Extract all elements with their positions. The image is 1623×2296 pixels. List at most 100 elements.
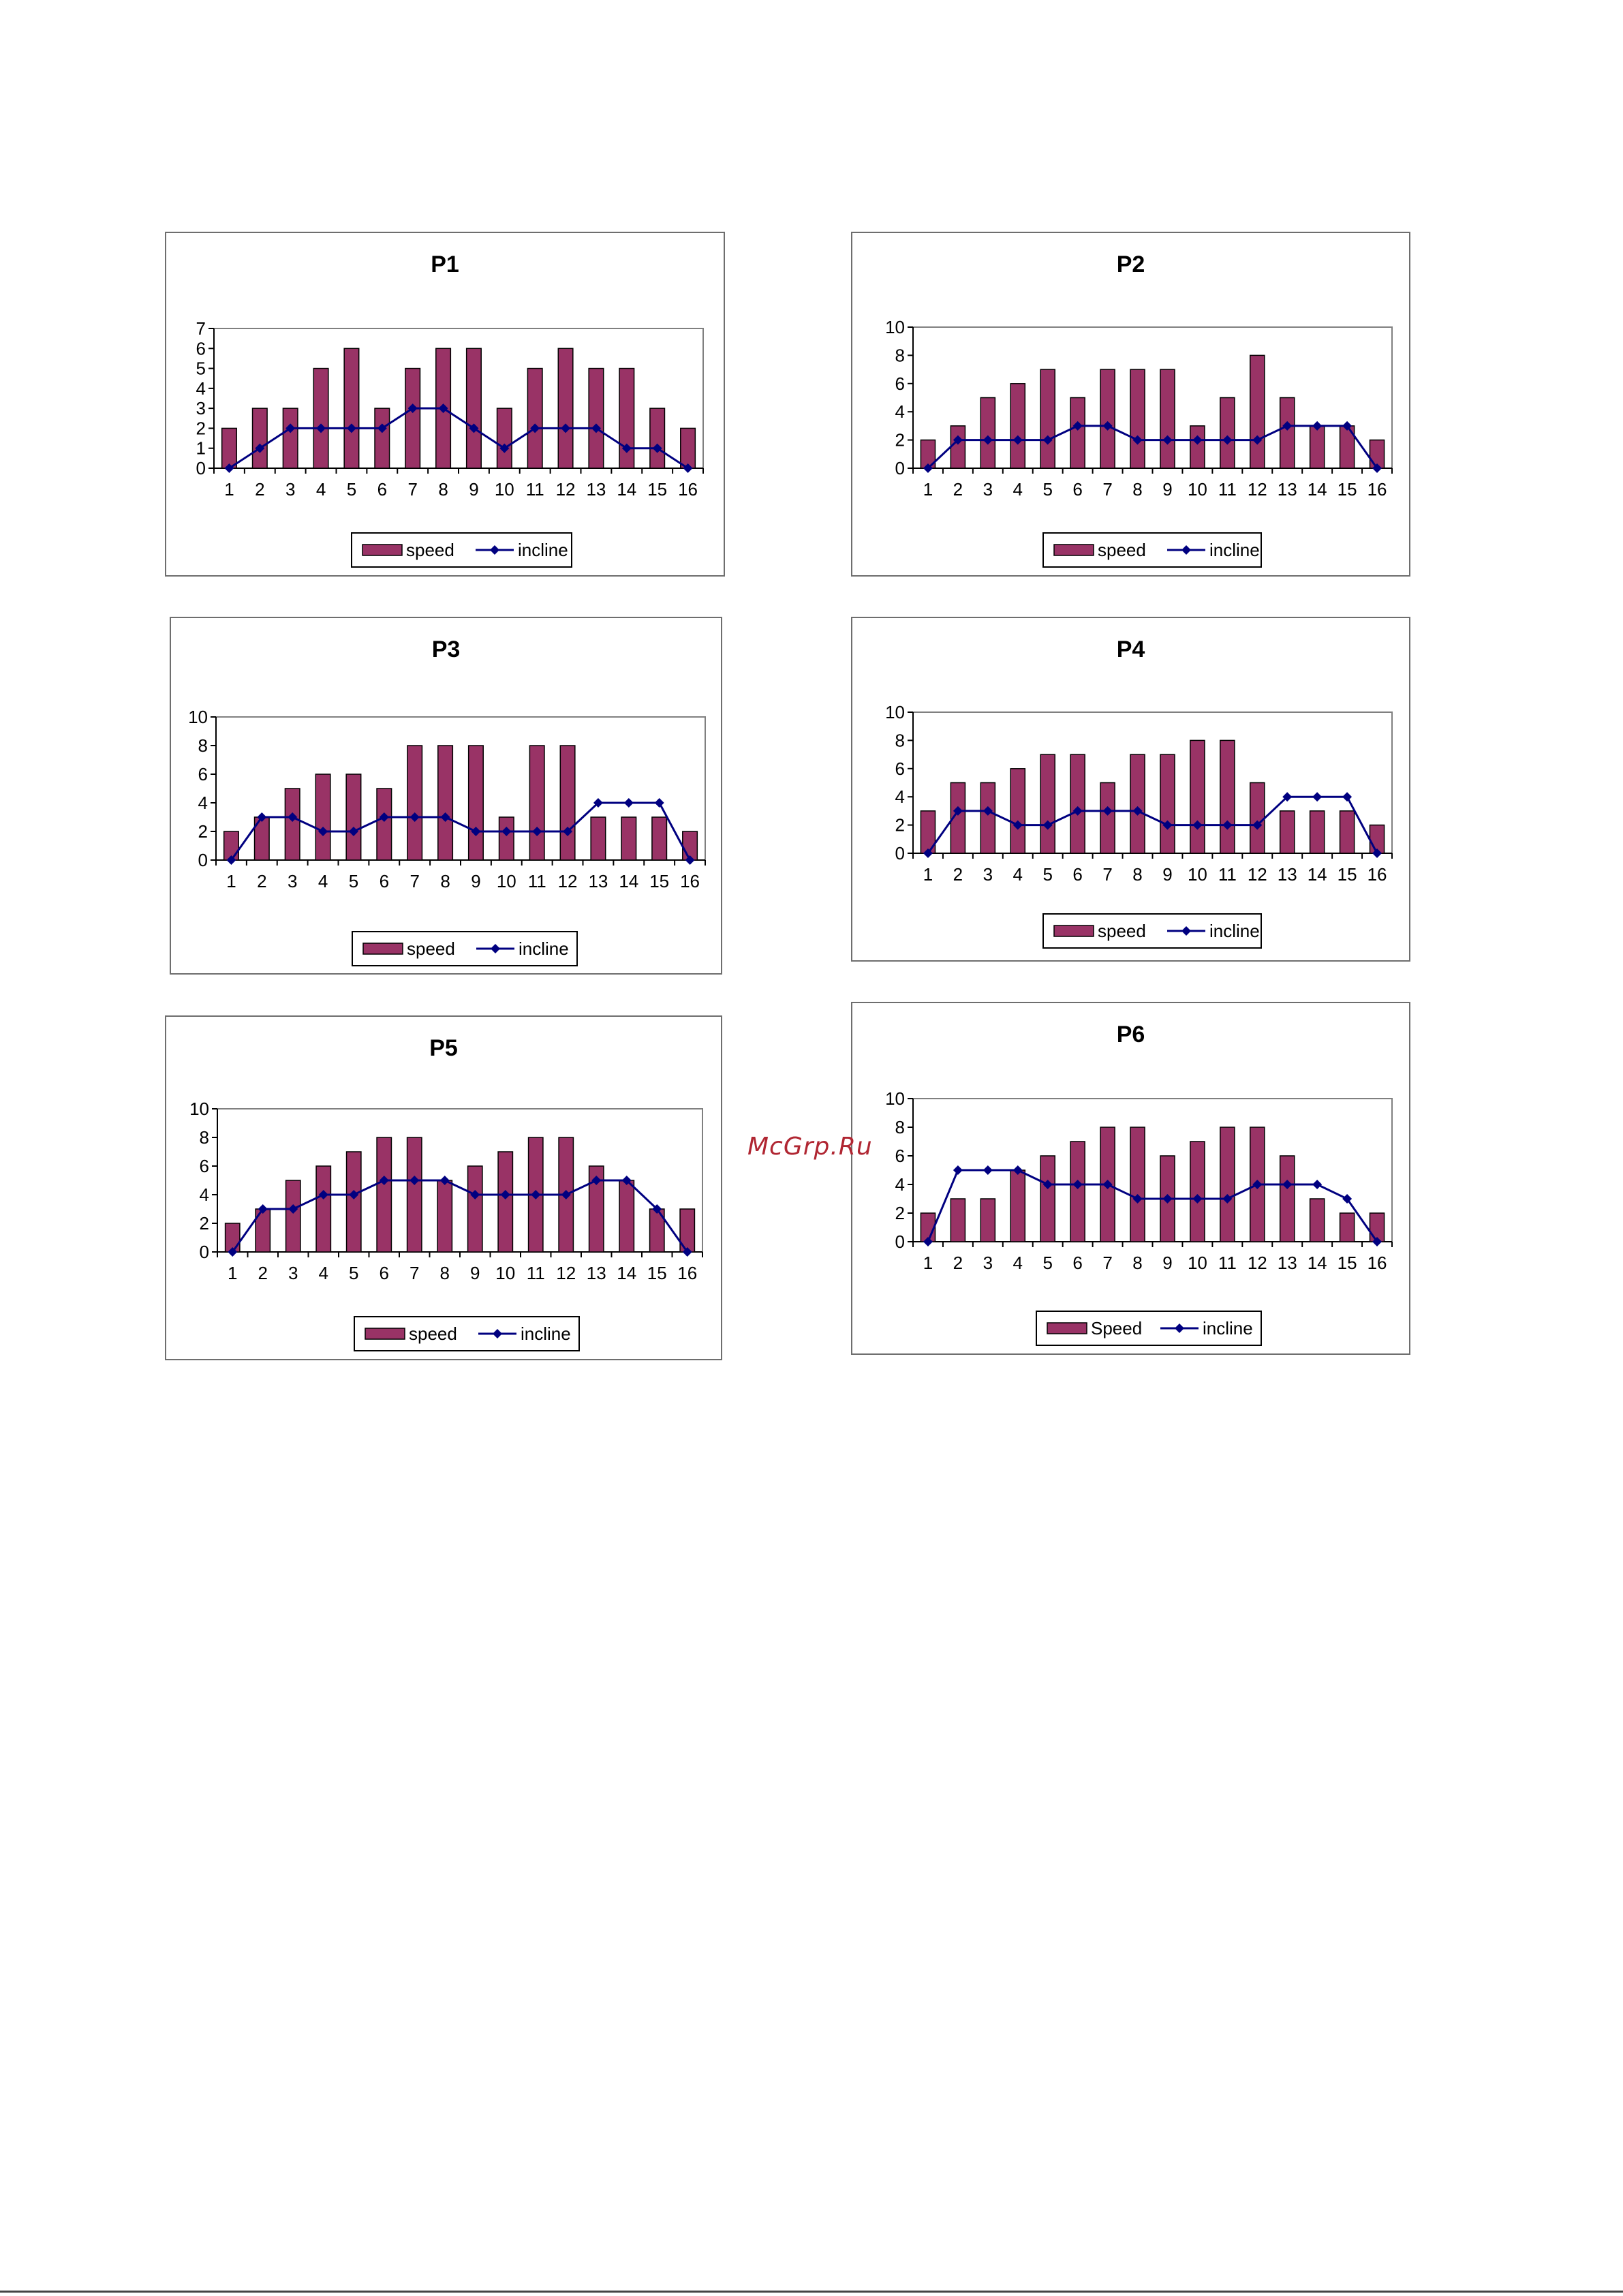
x-tick-label: 9 (1162, 1253, 1172, 1273)
point-incline (1312, 792, 1323, 802)
x-tick-label: 3 (983, 864, 993, 885)
point-incline (440, 812, 450, 822)
x-tick-label: 15 (647, 1263, 667, 1283)
x-tick-label: 8 (438, 479, 448, 500)
point-incline (409, 812, 420, 822)
x-tick-label: 16 (1367, 479, 1387, 500)
x-tick-label: 9 (471, 871, 480, 891)
legend-label-speed: Speed (1091, 1318, 1142, 1338)
bar-speed (315, 1165, 332, 1253)
legend-marker-incline (1175, 1323, 1184, 1333)
legend-label-incline: incline (1209, 921, 1260, 941)
point-incline (1162, 820, 1173, 830)
point-incline (531, 1190, 541, 1199)
x-tick-label: 6 (1072, 479, 1082, 500)
legend-marker-incline (1181, 926, 1191, 936)
y-tick-label: 10 (885, 702, 905, 722)
x-tick-label: 4 (1013, 479, 1023, 500)
bar-speed (588, 367, 604, 469)
x-tick-label: 10 (1188, 479, 1207, 500)
legend-swatch-speed (1053, 925, 1094, 937)
x-tick-label: 5 (1042, 864, 1052, 885)
point-incline (1252, 1180, 1263, 1189)
x-tick-label: 1 (923, 479, 933, 500)
x-tick-label: 16 (677, 1263, 697, 1283)
y-tick-label: 4 (198, 793, 208, 813)
legend-label-speed: speed (407, 938, 455, 959)
x-tick-label: 11 (1218, 1253, 1237, 1273)
x-tick-label: 9 (1162, 479, 1172, 500)
x-tick-label: 4 (319, 1263, 328, 1283)
bar-speed (1130, 1127, 1145, 1242)
x-tick-label: 2 (953, 864, 963, 885)
point-incline (591, 1176, 602, 1185)
x-tick-label: 11 (1218, 479, 1237, 500)
point-incline (1342, 1194, 1352, 1204)
x-tick-label: 1 (923, 1253, 933, 1273)
x-tick-label: 3 (983, 1253, 993, 1273)
chart-title: P5 (429, 1035, 458, 1061)
bar-speed (498, 816, 514, 861)
point-incline (1162, 435, 1173, 445)
y-tick-label: 0 (895, 843, 905, 863)
x-tick-label: 6 (1072, 1253, 1082, 1273)
point-incline (1042, 1180, 1053, 1189)
bar-speed (980, 1198, 996, 1242)
bar-speed (345, 1151, 362, 1253)
point-incline (1072, 806, 1083, 816)
x-tick-label: 2 (953, 479, 963, 500)
point-incline (1132, 1194, 1143, 1204)
bar-speed (1010, 383, 1026, 469)
bar-speed (437, 745, 454, 861)
bar-speed (527, 367, 543, 469)
y-tick-label: 0 (200, 1242, 209, 1262)
x-tick-label: 14 (619, 871, 638, 891)
bar-speed (680, 427, 696, 469)
bar-speed (405, 367, 421, 469)
legend-swatch-speed (1053, 544, 1094, 556)
x-tick-label: 12 (1248, 479, 1267, 500)
y-tick-label: 1 (196, 438, 206, 459)
x-tick-label: 7 (1102, 864, 1112, 885)
chart-p5: P5 0 2 4 6 8 10 1 2 3 4 5 6 7 8 9 10 11 12 13 14 15 16 speed inc… (165, 1015, 722, 1360)
line-incline (927, 795, 1378, 854)
line-incline (927, 425, 1378, 470)
y-tick-label: 10 (885, 317, 905, 337)
x-tick-label: 6 (377, 479, 387, 500)
bar-speed (1070, 1141, 1085, 1242)
x-tick-label: 10 (1188, 864, 1207, 885)
x-tick-label: 14 (1308, 864, 1327, 885)
x-tick-label: 3 (288, 871, 297, 891)
bar-speed (1220, 397, 1235, 469)
point-incline (1013, 820, 1023, 830)
point-incline (1192, 1194, 1203, 1204)
x-tick-label: 8 (1132, 1253, 1142, 1273)
point-incline (685, 855, 695, 865)
x-tick-label: 3 (288, 1263, 298, 1283)
x-tick-label: 14 (1308, 1253, 1327, 1273)
point-incline (1342, 792, 1352, 802)
point-incline (348, 827, 358, 836)
point-incline (1013, 1165, 1023, 1175)
chart-title: P1 (431, 251, 459, 277)
y-tick-label: 10 (885, 1088, 905, 1109)
x-tick-label: 15 (1338, 864, 1357, 885)
x-tick-label: 1 (224, 479, 234, 500)
point-incline (1282, 420, 1293, 431)
legend-label-incline: incline (1203, 1318, 1253, 1338)
bar-speed (1190, 1141, 1205, 1242)
x-tick-label: 13 (1278, 1253, 1297, 1273)
point-incline (561, 423, 571, 433)
bar-speed (590, 816, 606, 861)
x-tick-label: 8 (1132, 864, 1142, 885)
x-tick-label: 13 (586, 479, 606, 500)
point-incline (379, 1176, 389, 1185)
bar-speed (284, 788, 300, 861)
bar-speed (1130, 369, 1145, 469)
bar-speed (529, 745, 545, 861)
bar-speed (1100, 782, 1115, 854)
x-tick-label: 8 (440, 1263, 450, 1283)
point-incline (377, 423, 387, 433)
chart-p6: P6 0 2 4 6 8 10 1 2 3 4 5 6 7 8 9 10 11 12 13 14 15 16 Speed inc… (851, 1002, 1410, 1355)
